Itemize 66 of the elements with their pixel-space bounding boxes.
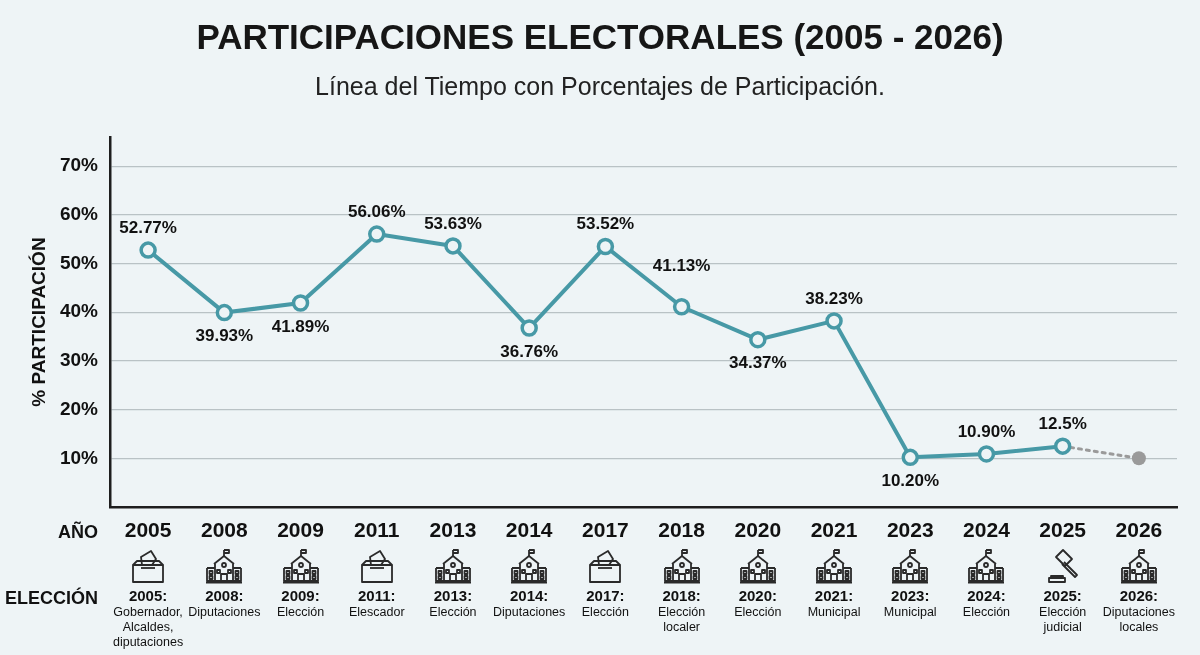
text: ELECCIÓN	[4, 587, 98, 609]
text: 2026: Diputaciones locales	[1102, 587, 1176, 634]
data-label: 56.06%	[347, 201, 406, 221]
point	[825, 312, 843, 330]
data-label: 53.52%	[576, 214, 635, 234]
x-tick-label: 2017	[582, 518, 629, 542]
data-label: 36.76%	[500, 341, 559, 361]
text: 2017: Elección	[581, 587, 630, 619]
text: 2024: Elección	[962, 587, 1011, 619]
text: 2005: Gobernador, Alcaldes, diputaciones	[112, 587, 184, 649]
text: 2014: Diputaciones	[493, 587, 566, 619]
text: 2008: Diputaciones	[188, 587, 261, 619]
y-tick-label: 50%	[59, 251, 99, 273]
point	[520, 319, 538, 337]
y-tick-label: 70%	[59, 154, 99, 176]
y-axis-title: % PARTICIPACIÓN	[27, 237, 49, 407]
data-label: 34.37%	[728, 353, 787, 373]
x-tick-label: 2023	[886, 518, 934, 542]
point	[139, 241, 157, 259]
point	[444, 237, 462, 255]
x-tick-label: 2013	[429, 518, 477, 542]
x-tick-label: 2024	[963, 518, 1011, 542]
point	[368, 225, 386, 243]
point	[1131, 451, 1146, 466]
data-label: 10.20%	[881, 471, 940, 491]
data-label: 41.89%	[271, 316, 330, 336]
x-tick-label: 2014	[505, 518, 553, 542]
x-tick-label: 2005	[124, 518, 172, 542]
data-label: 38.23%	[805, 288, 863, 308]
x-tick-label: 2011	[353, 518, 400, 542]
point	[977, 445, 996, 463]
text: 2013: Elección	[429, 587, 477, 619]
data-label: 53.63%	[424, 213, 482, 233]
x-tick-label: 2021	[810, 518, 858, 542]
y-tick-label: 30%	[59, 349, 99, 371]
text: 2025: Elección judicial	[1039, 587, 1087, 634]
point	[749, 330, 767, 349]
point	[672, 298, 691, 316]
text: 2021: Municipal	[807, 587, 861, 619]
x-tick-label: 2018	[658, 518, 706, 542]
x-tick-label: 2020	[734, 518, 782, 542]
y-tick-label: 10%	[59, 446, 99, 468]
y-tick-label: 60%	[59, 203, 99, 225]
point	[215, 303, 234, 322]
data-label: 12.5%	[1038, 413, 1087, 433]
text: 2023: Municipal	[883, 587, 937, 619]
data-label: 41.13%	[652, 256, 711, 276]
x-tick-label: 2009	[277, 518, 324, 542]
point	[901, 448, 919, 467]
data-label: 10.90%	[957, 421, 1016, 441]
x-tick-label: 2026	[1115, 518, 1163, 542]
point	[596, 237, 615, 256]
x-tick-label: 2008	[200, 518, 248, 542]
text: 2009: Elección	[276, 587, 325, 619]
text: 2011: Elescador	[348, 587, 405, 619]
x-axis-title: AÑO	[57, 521, 98, 543]
text: 2018: Elección localer	[657, 587, 706, 634]
point	[291, 294, 310, 312]
data-label: 52.77%	[119, 217, 177, 237]
text: 2020: Elección	[734, 587, 782, 619]
x-tick-label: 2025	[1039, 518, 1087, 542]
data-label: 39.93%	[195, 326, 254, 346]
chart-title: PARTICIPACIONES ELECTORALES (2005 - 2026)	[195, 16, 1005, 58]
chart-subtitle: Línea del Tiempo con Porcentajes de Participación.	[314, 71, 886, 102]
y-tick-label: 20%	[59, 397, 99, 419]
y-tick-label: 40%	[59, 300, 99, 322]
